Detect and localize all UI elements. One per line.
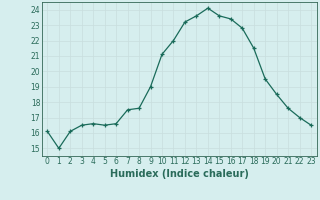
X-axis label: Humidex (Indice chaleur): Humidex (Indice chaleur) bbox=[110, 169, 249, 179]
